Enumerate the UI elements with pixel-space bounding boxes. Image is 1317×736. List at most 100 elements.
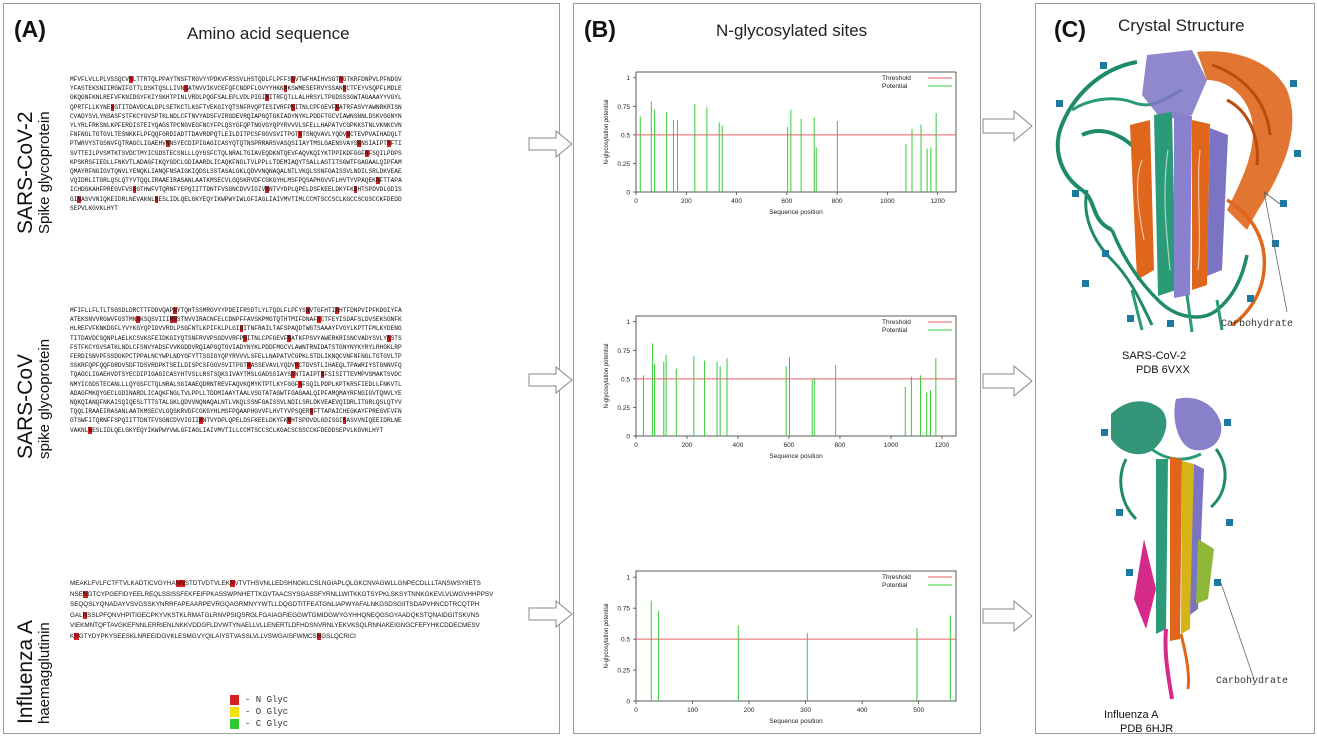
structure-name: Influenza A <box>1104 709 1159 721</box>
x-tick-label: 400 <box>733 442 744 449</box>
sequence-line: TITDAVDCSQNPLAELKCSVKSFEIDKGIYQTSNFRVVPS… <box>70 334 402 342</box>
arrow-right-icon <box>528 600 573 628</box>
sequence-line: YFASTEKSNIIRGWIFGTTLDSKTQSLLIVNNATNVVIKV… <box>70 85 402 93</box>
panel-letter-a: (A) <box>14 16 46 42</box>
sequence-line: ADAGFMKQYGECLGDINARDLICAQKFNGLTVLPPLLTDD… <box>70 389 402 397</box>
arrow-right-icon <box>982 600 1033 632</box>
panel-title-a: Amino acid sequence <box>187 24 350 43</box>
sequence-line: MFIFLLFLTLTSGSDLDRCTTFDDVQAPNYTQHTSSMRGV… <box>70 307 402 314</box>
legend-potential-label: Potential <box>882 327 908 334</box>
sars-cov-2-structure-image <box>1055 50 1301 333</box>
sequence-line: GKQGNFKNLREFVFKNIDGYFKIYSKHTPINLVRDLPQGF… <box>70 94 402 102</box>
x-tick-label: 100 <box>687 707 698 714</box>
panel-n-glycosylated-sites: (B) N-glycosylated sites 0 0.25 0.5 0.75 1 0 2… <box>573 3 981 734</box>
x-tick-label: 1200 <box>930 198 945 205</box>
structure-pdb-id: PDB 6HJR <box>1120 723 1174 735</box>
y-tick-label: 1 <box>626 75 630 82</box>
sequence-line: SEPVLKGVKLHYT <box>70 204 118 212</box>
legend-potential-label: Potential <box>882 83 908 90</box>
y-tick-label: 0.5 <box>621 637 630 644</box>
sequence-sars-cov: MFIFLLFLTLTSGSDLDRCTTFDDVQAPNYTQHTSSMRGV… <box>70 306 554 436</box>
x-tick-label: 1000 <box>880 198 895 205</box>
sequence-line: SVTTEILPVSMTKTSVDCTMYICGDSTECSNLLLQYGSFC… <box>70 149 402 157</box>
y-axis-label: N-glycosylation potential <box>604 603 610 668</box>
protein-name: Influenza A <box>14 620 37 724</box>
protein-name: SARS-CoV-2 <box>14 111 37 234</box>
sequence-line: FNFNGLTGTGVLTESNKKFLPFQQFGRDIADTTDAVRDPQ… <box>70 131 402 139</box>
sequence-line: MFVFLVLLPLVSSQCVNLTTRTQLPPAYTNSFTRGVYYPD… <box>70 76 402 83</box>
sequence-line: NQKQIANQFNKAISQIQESLTTTSTALGKLQDVVNQNAQA… <box>70 399 402 407</box>
sequence-line: PTWRVYSTGSNVFQTRAGCLIGAEHVNNSYECDIPIGAGI… <box>70 140 402 148</box>
protein-subtitle: Spike glycoprotein <box>36 111 54 234</box>
x-tick-label: 400 <box>857 707 868 714</box>
x-tick-label: 1200 <box>935 442 950 449</box>
legend-c-glyc: - C Glyc <box>230 718 288 730</box>
sequence-line: VIEKMNTQFTAVGKEFNNLERRIENLNKKVDDGFLDVWTY… <box>70 622 480 630</box>
sequence-line: TQAGCLIGAEHVDTSYECDIPIGAGICASYHTVSLLRSTS… <box>70 371 402 379</box>
arrow-right-icon <box>528 366 573 394</box>
structure-pdb-id: PDB 6VXX <box>1136 364 1190 376</box>
y-tick-label: 0.25 <box>617 668 630 675</box>
legend-swatch-n <box>230 695 239 705</box>
y-tick-label: 1 <box>626 575 630 582</box>
legend-potential-label: Potential <box>882 582 908 589</box>
y-tick-label: 0 <box>626 434 630 441</box>
x-axis-label: Sequence position <box>769 453 823 460</box>
influenza-a-structure-image <box>1101 397 1255 700</box>
y-tick-label: 0.25 <box>617 405 630 412</box>
legend-o-glyc: - O Glyc <box>230 706 288 718</box>
x-tick-label: 400 <box>731 198 742 205</box>
x-tick-label: 0 <box>634 707 638 714</box>
y-axis-label: N-glycosylation potential <box>604 343 610 408</box>
sequence-line: VQIDRLITGRLQSLQTYVTQQLIRAAEIRASANLAATKMS… <box>70 177 402 185</box>
structure-caption-sars-cov-2: SARS-CoV-2 PDB 6VXX <box>1122 349 1190 377</box>
arrow-right-icon <box>982 110 1033 142</box>
sequence-line: HLREFVFKNKDGFLYVYKGYQPIDVVRDLPSGFNTLKPIF… <box>70 325 402 333</box>
panel-title-b: N-glycosylated sites <box>716 21 868 40</box>
x-tick-label: 0 <box>634 198 638 205</box>
x-tick-label: 200 <box>681 198 692 205</box>
sequence-line: FSTFKCYGVSATKLNDLCFSNVYADSFVVKGDDVRQIAPG… <box>70 343 402 351</box>
panel-crystal-structure: (C) Crystal Structure Carbohydrate SARS-… <box>1035 3 1315 735</box>
plot-frame <box>635 570 957 702</box>
x-axis-label: Sequence position <box>769 209 823 216</box>
legend-label-n: - N Glyc <box>245 695 289 705</box>
legend-threshold-label: Threshold <box>882 75 911 82</box>
x-tick-label: 200 <box>682 442 693 449</box>
y-tick-label: 0.75 <box>617 104 630 111</box>
plot-frame <box>635 71 957 193</box>
sequence-line: NSENGTCYPGEFIDYEELREQLSSISSFEKFEIFPKASSW… <box>70 590 494 598</box>
x-tick-label: 800 <box>835 442 846 449</box>
y-tick-label: 0.75 <box>617 348 630 355</box>
legend-swatch-c <box>230 719 239 729</box>
protein-subtitle: spike glycoprotein <box>36 338 54 459</box>
protein-label-sars-cov-2: SARS-CoV-2 Spike glycoprotein <box>14 111 54 234</box>
legend-threshold-label: Threshold <box>882 319 911 326</box>
sequence-line: CVADYSVLYNSASFSTFKCYGVSPTKLNDLCFTNVYADSF… <box>70 112 402 120</box>
carbohydrate-label-sars-cov-2: Carbohydrate <box>1221 319 1294 330</box>
sequence-line: YLYRLFRKSNLKPFERDISTEIYQAGSTPCNGVEGFNCYF… <box>70 122 402 130</box>
y-tick-label: 0.75 <box>617 606 630 613</box>
y-tick-label: 1 <box>626 319 630 326</box>
sequence-line: KPSKRSFIEDLLFNKVTLADAGFIKQYGDCLGDIAARDLI… <box>70 158 402 166</box>
x-tick-label: 0 <box>634 442 638 449</box>
panel-letter-c: (C) <box>1054 16 1086 42</box>
sequence-sars-cov-2: MFVFLVLLPLVSSQCVNLTTRTQLPPAYTNSFTRGVYYPD… <box>70 75 554 217</box>
chart-sars-cov: 0 0.25 0.5 0.75 1 0 200 400 600 800 1000 1200 Sequen… <box>604 315 957 460</box>
protein-name: SARS-CoV <box>14 353 37 459</box>
sequence-line: SSKRFQPFQQFGRDVSDFTDSVRDPKTSEILDISPCSFGG… <box>70 362 402 370</box>
legend-swatch-o <box>230 707 239 717</box>
sequence-line: GINASVVNIQKEIDRLNEVAKNLNESLIDLQELGKYEQYI… <box>70 195 402 203</box>
legend-n-glyc: - N Glyc <box>230 694 288 706</box>
x-tick-label: 500 <box>913 707 924 714</box>
sequence-line: QPRTFLLKYNENGTITDAVDCALDPLSETKCTLKSFTVEK… <box>70 103 402 111</box>
legend-label-o: - O Glyc <box>245 707 289 717</box>
panel-title-c: Crystal Structure <box>1118 16 1245 35</box>
arrow-right-icon <box>528 130 573 158</box>
protein-label-influenza-a: Influenza A haemagglutinin <box>14 620 53 724</box>
panel-amino-acid-sequence: (A) Amino acid sequence SARS-CoV-2 Spike… <box>3 3 560 734</box>
y-tick-label: 0 <box>626 699 630 706</box>
legend-label-c: - C Glyc <box>245 719 289 729</box>
sequence-line: SEQQSLYQNADAYVSVGSSKYNRRFAPEAARPEVRGQAGR… <box>70 601 480 609</box>
sequence-line: MEAKLFVLFCTFTVLKADTICVGYHANNSTDTVDTVLEKN… <box>70 580 481 587</box>
